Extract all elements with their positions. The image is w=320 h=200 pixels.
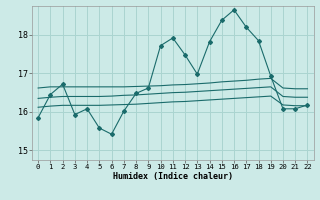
X-axis label: Humidex (Indice chaleur): Humidex (Indice chaleur) xyxy=(113,172,233,181)
